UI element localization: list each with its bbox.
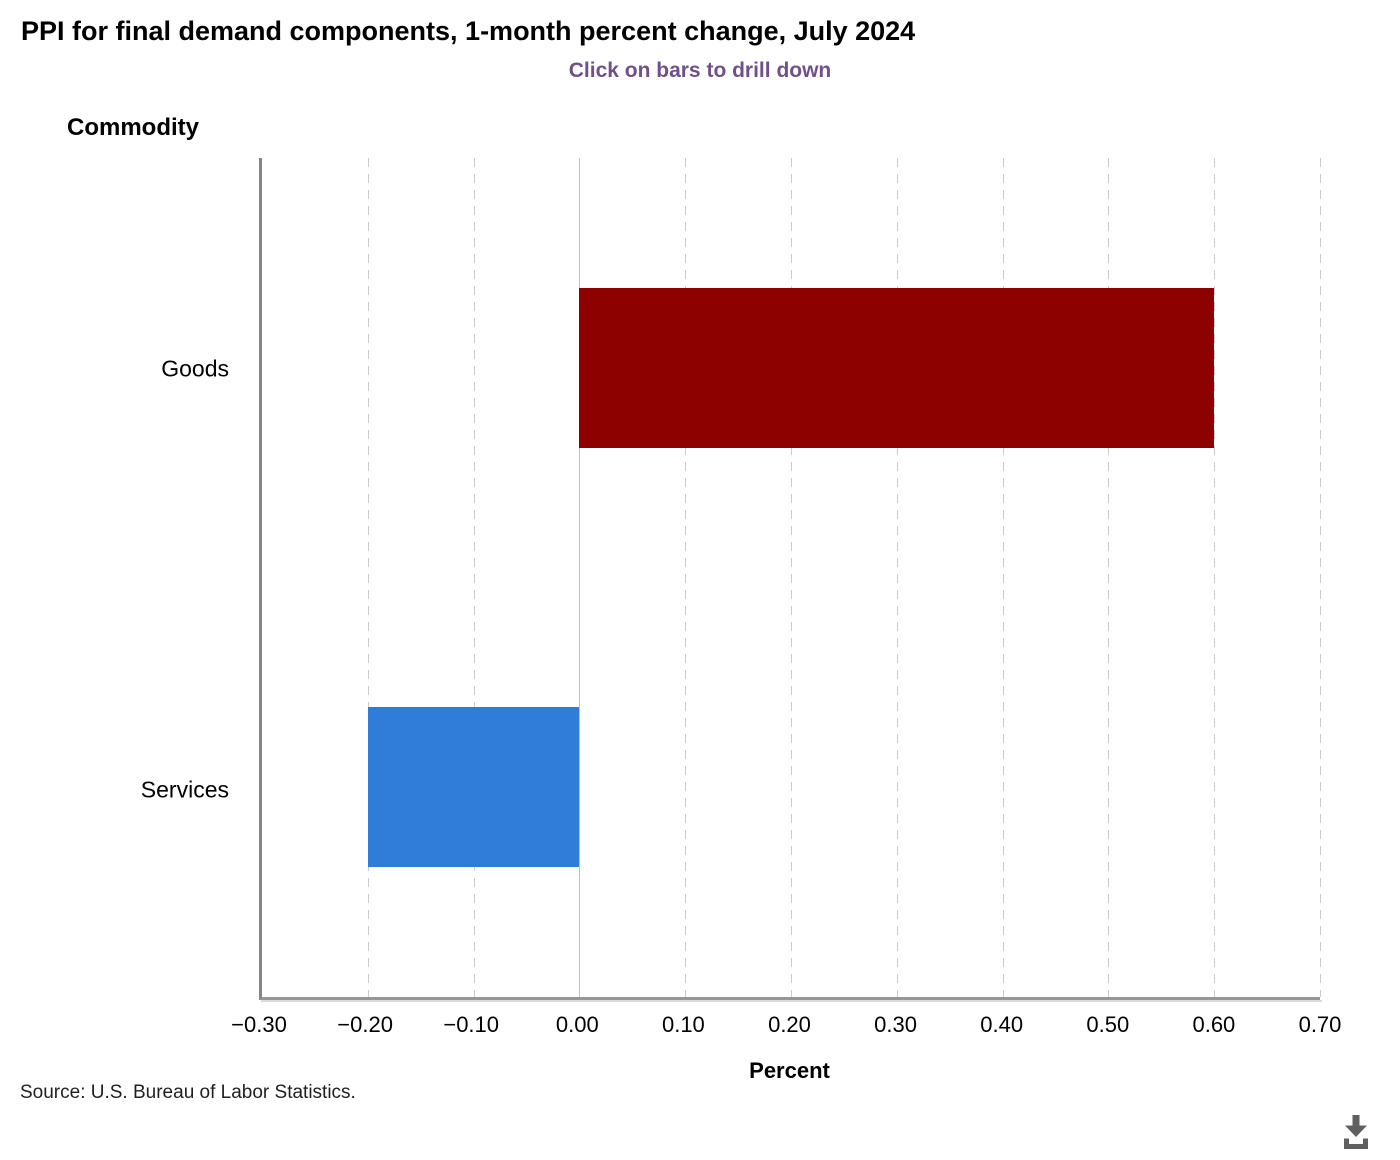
category-labels: Goods Services (0, 158, 229, 1000)
gridline (791, 158, 792, 997)
y-axis-title: Commodity (67, 114, 199, 141)
x-tick-label: 0.50 (1086, 1012, 1130, 1037)
x-tick-label: 0.60 (1192, 1012, 1236, 1037)
bar-services[interactable] (367, 707, 580, 868)
bar-goods[interactable] (579, 287, 1215, 448)
x-tick-label: 0.00 (555, 1012, 599, 1037)
x-tick-label: 0.20 (768, 1012, 811, 1037)
chart-title: PPI for final demand components, 1-month… (21, 16, 916, 46)
x-tick-label: 0.30 (874, 1012, 918, 1037)
x-axis-title: Percent (749, 1058, 830, 1083)
download-icon (1344, 1114, 1368, 1149)
gridline (896, 158, 898, 997)
x-tick-label: −0.10 (443, 1012, 500, 1037)
x-tick-label: 0.40 (980, 1012, 1024, 1037)
chart-subtitle: Click on bars to drill down (568, 59, 832, 82)
source-note: Source: U.S. Bureau of Labor Statistics. (20, 1082, 356, 1103)
x-tick-label: 0.70 (1298, 1012, 1342, 1037)
download-button[interactable] (1332, 1106, 1380, 1154)
x-tick-labels: −0.30 −0.20 −0.10 0.00 0.10 0.20 0.30 0.40 0.50 0… (231, 1012, 1341, 1042)
gridline (1108, 158, 1110, 997)
gridline (367, 158, 369, 997)
x-tick-label: −0.20 (337, 1012, 393, 1037)
gridline (1320, 158, 1321, 997)
gridline (1002, 158, 1004, 997)
gridline (685, 158, 687, 997)
zero-gridline (579, 158, 581, 997)
plot-area (259, 158, 1322, 1002)
x-tick-label: −0.30 (231, 1012, 287, 1037)
category-label-services: Services (140, 776, 229, 802)
category-label-goods: Goods (161, 355, 229, 381)
gridline (473, 158, 475, 997)
x-tick-label: 0.10 (661, 1012, 705, 1037)
gridline (1214, 158, 1216, 997)
